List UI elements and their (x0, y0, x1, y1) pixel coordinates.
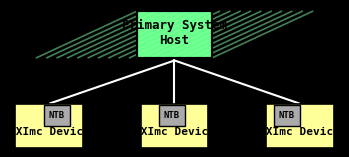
Text: NTB: NTB (164, 111, 180, 120)
Text: PXImc Device: PXImc Device (9, 127, 90, 137)
FancyBboxPatch shape (141, 104, 208, 148)
FancyBboxPatch shape (159, 105, 185, 126)
Text: PXImc Device: PXImc Device (134, 127, 215, 137)
FancyBboxPatch shape (137, 11, 212, 58)
Text: NTB: NTB (279, 111, 295, 120)
FancyBboxPatch shape (274, 105, 300, 126)
FancyBboxPatch shape (15, 104, 83, 148)
Text: Primary System
Host: Primary System Host (122, 19, 227, 47)
Text: NTB: NTB (49, 111, 65, 120)
Text: PXImc Device: PXImc Device (259, 127, 340, 137)
FancyBboxPatch shape (266, 104, 334, 148)
FancyBboxPatch shape (44, 105, 69, 126)
